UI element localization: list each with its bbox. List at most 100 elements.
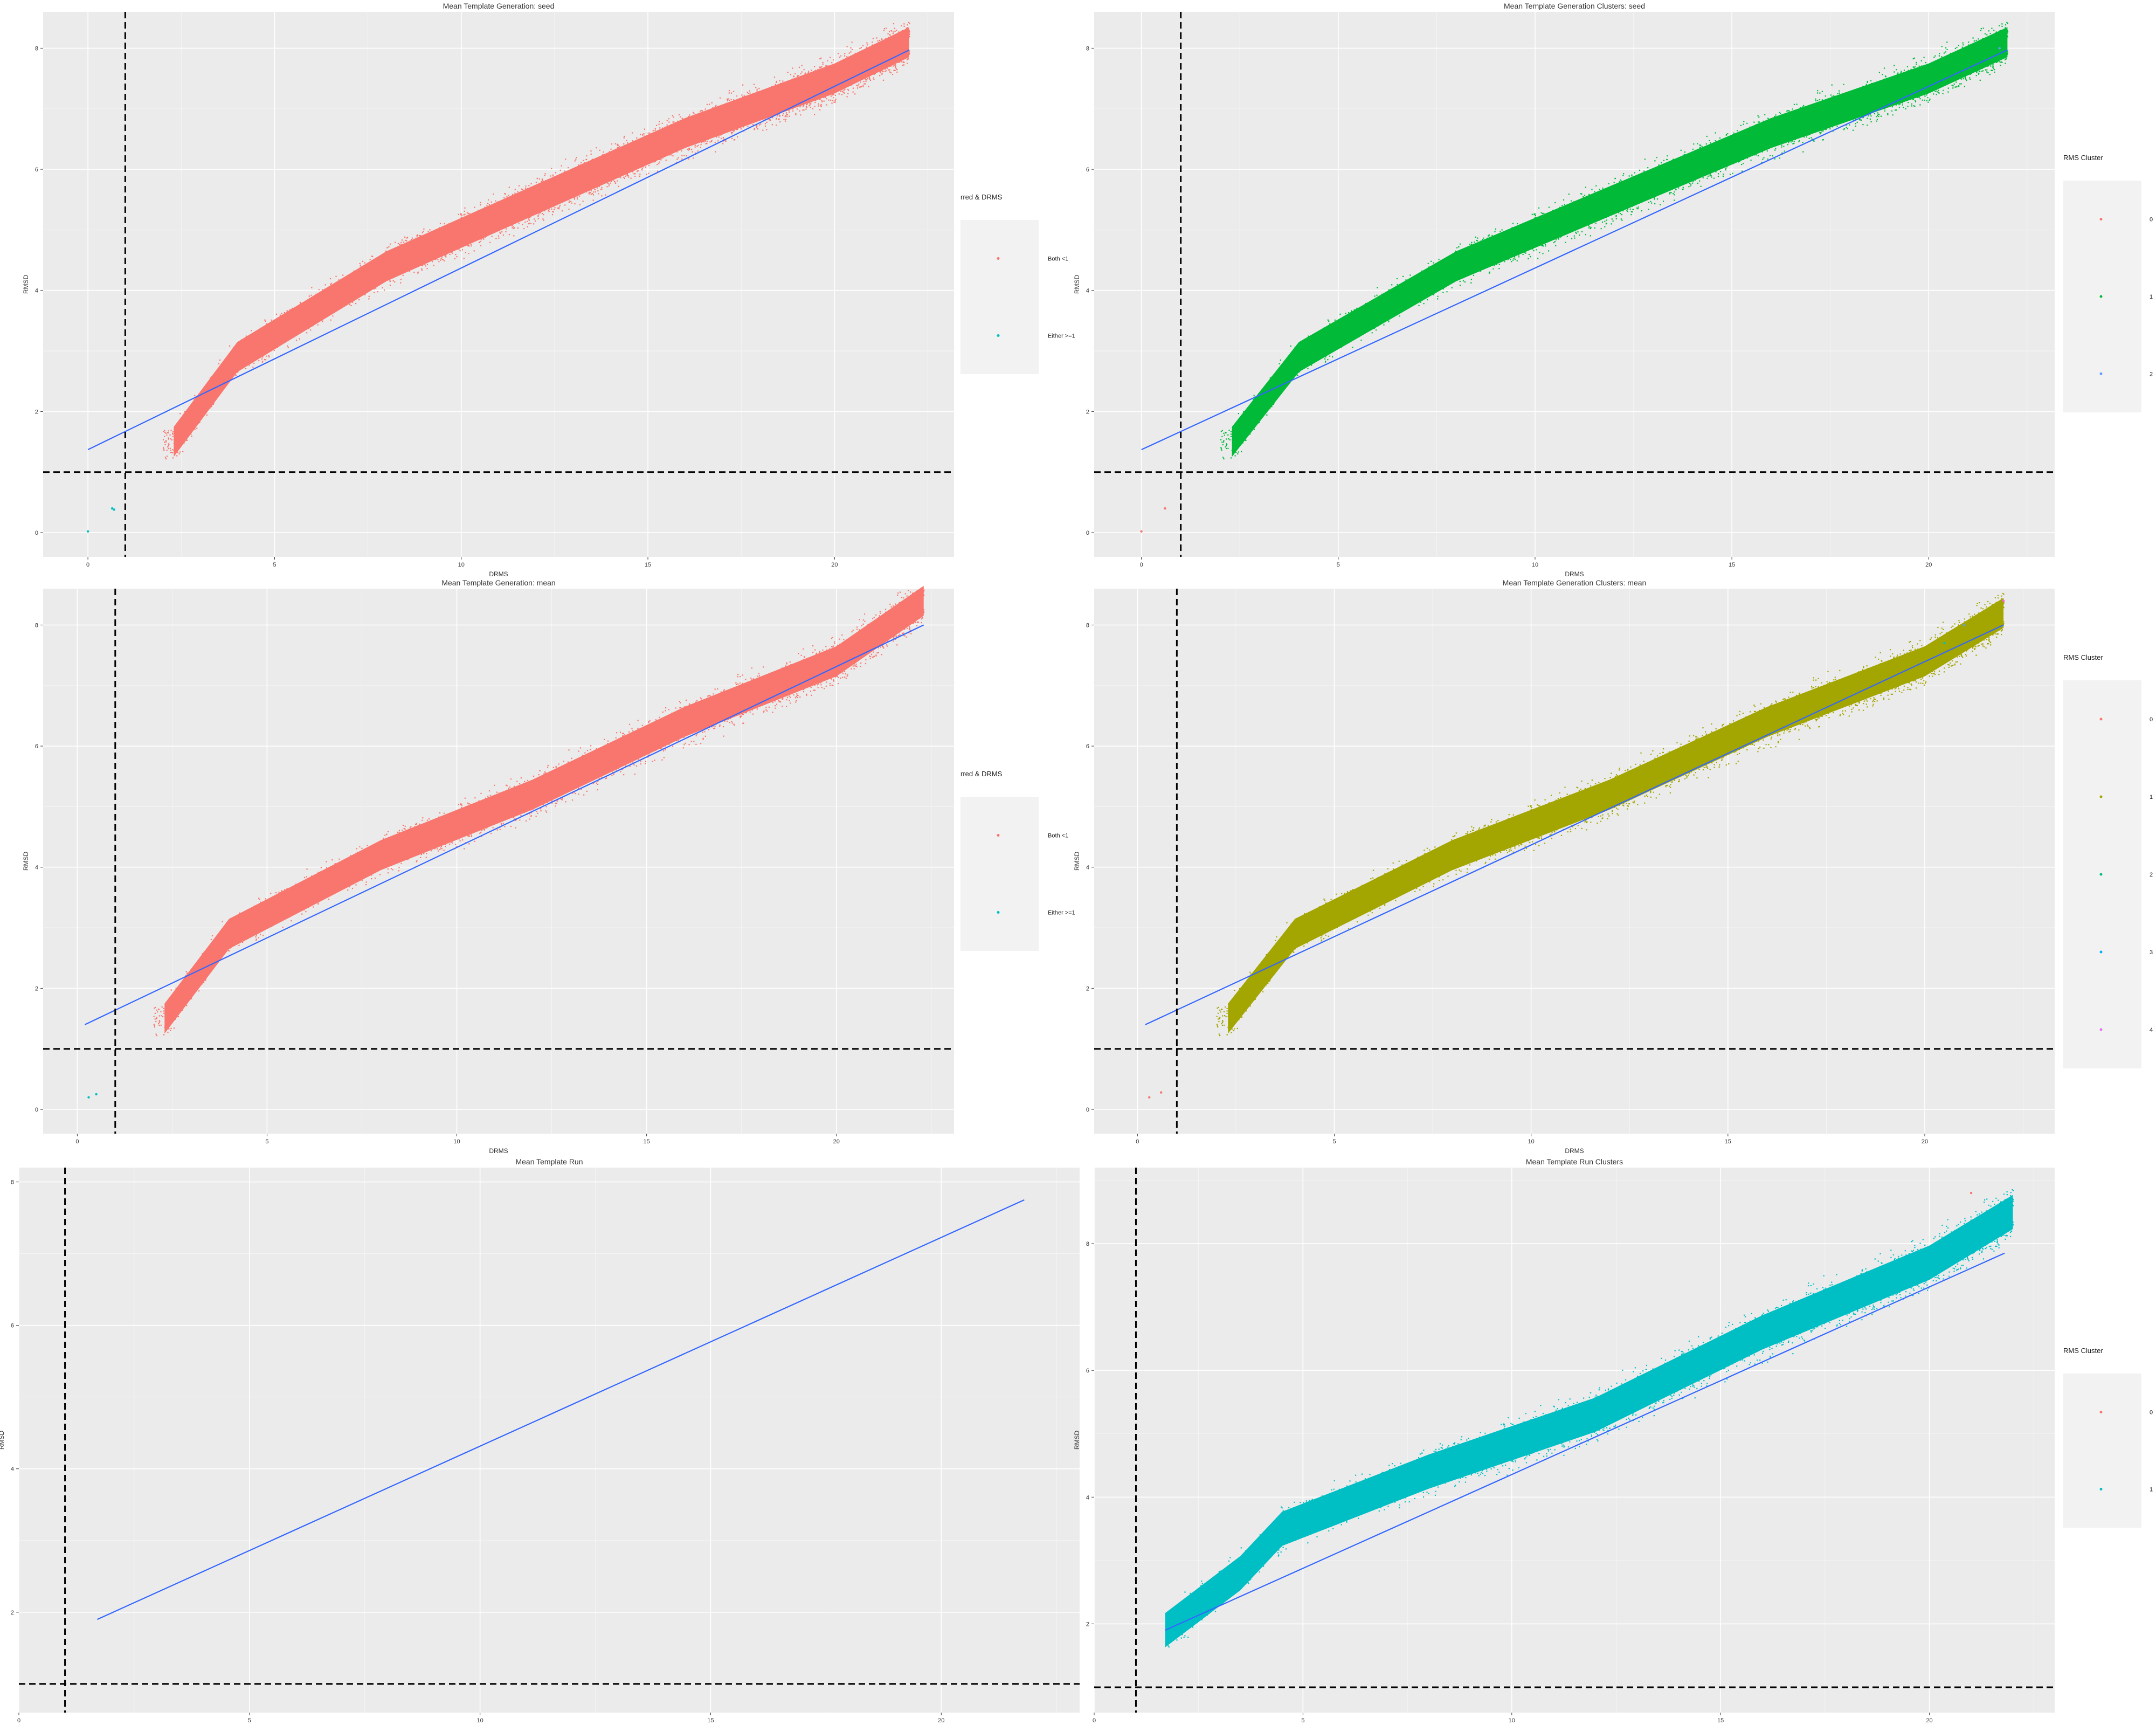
x-tick-label: 10 bbox=[1528, 1138, 1535, 1145]
legend-box bbox=[2063, 1374, 2141, 1528]
legend: RMS Cluster 0 1 2 3 4 bbox=[2063, 653, 2153, 1068]
legend-label: Both <1 bbox=[1048, 256, 1068, 263]
legend-key bbox=[997, 257, 1000, 260]
x-axis-label: DRMS bbox=[1565, 1147, 1584, 1155]
regression-line bbox=[1145, 624, 2004, 1025]
scatter-point-outlier bbox=[1140, 530, 1143, 533]
plot-panel-p1: 0 5 10 15 20 0 2 4 6 8 Mean Template Generation: s… bbox=[22, 2, 1075, 578]
y-tick-label: 4 bbox=[1086, 1494, 1089, 1501]
x-tick-label: 20 bbox=[831, 562, 838, 568]
x-tick-label: 0 bbox=[1136, 1138, 1139, 1145]
chart-title: Mean Template Generation Clusters: seed bbox=[1504, 2, 1645, 10]
y-tick-label: 2 bbox=[1086, 1621, 1089, 1627]
legend-key bbox=[2099, 295, 2103, 298]
y-tick-label: 6 bbox=[1086, 743, 1089, 750]
y-axis-label: RMSD bbox=[1073, 275, 1081, 294]
x-tick-label: 0 bbox=[17, 1717, 20, 1724]
x-tick-label: 10 bbox=[477, 1717, 483, 1724]
legend-title: rred & DRMS bbox=[960, 770, 1003, 778]
regression-line bbox=[87, 49, 910, 451]
y-tick-label: 2 bbox=[11, 1610, 14, 1616]
legend-label: 1 bbox=[2150, 294, 2153, 300]
regression-line bbox=[1141, 49, 2008, 451]
legend-key bbox=[2099, 795, 2103, 798]
scatter-point-outlier bbox=[113, 508, 115, 511]
x-tick-label: 0 bbox=[1093, 1717, 1096, 1724]
x-tick-label: 10 bbox=[1509, 1717, 1515, 1724]
scatter-density-core bbox=[1228, 598, 2004, 1034]
y-tick-label: 8 bbox=[1086, 1241, 1089, 1247]
legend-label: 3 bbox=[2150, 949, 2153, 956]
legend-key bbox=[997, 911, 1000, 914]
legend-label: Either >=1 bbox=[1048, 910, 1075, 916]
x-tick-label: 5 bbox=[248, 1717, 251, 1724]
plot-panel-p3: 0 5 10 15 20 0 2 4 6 8 Mean Template Generation: m… bbox=[22, 578, 1075, 1155]
legend: rred & DRMS Both <1 Either >=1 bbox=[960, 193, 1075, 374]
y-tick-label: 6 bbox=[1086, 1368, 1089, 1374]
y-tick-label: 0 bbox=[1086, 1107, 1089, 1113]
legend-label: 0 bbox=[2150, 716, 2153, 723]
scatter-density-core bbox=[164, 585, 924, 1034]
legend-label: Either >=1 bbox=[1048, 333, 1075, 340]
x-tick-label: 15 bbox=[707, 1717, 714, 1724]
regression-line bbox=[1165, 1252, 2005, 1631]
legend-box bbox=[960, 797, 1039, 951]
legend-key bbox=[2099, 717, 2103, 721]
y-axis-label: RMSD bbox=[0, 1431, 5, 1450]
y-axis-label: RMSD bbox=[22, 852, 30, 871]
x-tick-label: 10 bbox=[1532, 562, 1538, 568]
x-tick-label: 10 bbox=[453, 1138, 460, 1145]
x-tick-label: 15 bbox=[644, 1138, 650, 1145]
scatter-density-core bbox=[1165, 1195, 2013, 1647]
legend-key bbox=[2099, 873, 2103, 876]
legend-title: RMS Cluster bbox=[2063, 1347, 2103, 1355]
x-tick-label: 20 bbox=[1926, 1717, 1932, 1724]
y-axis-label: RMSD bbox=[1073, 1431, 1081, 1450]
scatter-point-outlier bbox=[110, 507, 114, 510]
x-tick-label: 15 bbox=[1725, 1138, 1731, 1145]
scatter-density-core bbox=[174, 27, 909, 457]
legend-title: RMS Cluster bbox=[2063, 154, 2103, 162]
legend-label: 4 bbox=[2150, 1027, 2153, 1033]
scatter-point-outlier bbox=[95, 1093, 98, 1096]
x-tick-label: 15 bbox=[1717, 1717, 1724, 1724]
x-tick-label: 10 bbox=[458, 562, 465, 568]
legend-label: Both <1 bbox=[1048, 833, 1068, 839]
scatter-point-outlier bbox=[1998, 47, 2001, 50]
legend-key bbox=[2099, 1028, 2103, 1031]
y-tick-label: 6 bbox=[11, 1323, 14, 1329]
x-tick-label: 20 bbox=[833, 1138, 840, 1145]
x-tick-label: 15 bbox=[1729, 562, 1735, 568]
x-tick-label: 5 bbox=[1332, 1138, 1336, 1145]
x-tick-label: 15 bbox=[645, 562, 651, 568]
y-axis-label: RMSD bbox=[22, 275, 30, 294]
x-tick-label: 5 bbox=[273, 562, 276, 568]
scatter-point-outlier bbox=[1943, 641, 1946, 645]
y-tick-label: 4 bbox=[35, 865, 38, 871]
legend-key bbox=[2099, 372, 2103, 375]
legend-label: 0 bbox=[2150, 1410, 2153, 1416]
y-tick-label: 6 bbox=[35, 743, 38, 750]
legend-key bbox=[2099, 1488, 2103, 1491]
plot-background bbox=[19, 1168, 1080, 1713]
chart-title: Mean Template Generation Clusters: mean bbox=[1503, 578, 1647, 587]
y-tick-label: 0 bbox=[35, 1107, 38, 1113]
y-tick-label: 0 bbox=[1086, 530, 1089, 536]
scatter-point-outlier bbox=[1970, 1191, 1973, 1195]
legend: rred & DRMS Both <1 Either >=1 bbox=[960, 770, 1075, 951]
legend-box bbox=[960, 220, 1039, 374]
x-tick-label: 20 bbox=[938, 1717, 944, 1724]
y-tick-label: 0 bbox=[35, 530, 38, 536]
y-tick-label: 6 bbox=[35, 167, 38, 173]
scatter-point-outlier bbox=[1159, 1091, 1163, 1094]
legend-label: 2 bbox=[2150, 371, 2153, 377]
legend-label: 2 bbox=[2150, 872, 2153, 878]
regression-line bbox=[97, 1199, 1025, 1620]
x-tick-label: 0 bbox=[75, 1138, 79, 1145]
regression-line bbox=[84, 624, 924, 1025]
